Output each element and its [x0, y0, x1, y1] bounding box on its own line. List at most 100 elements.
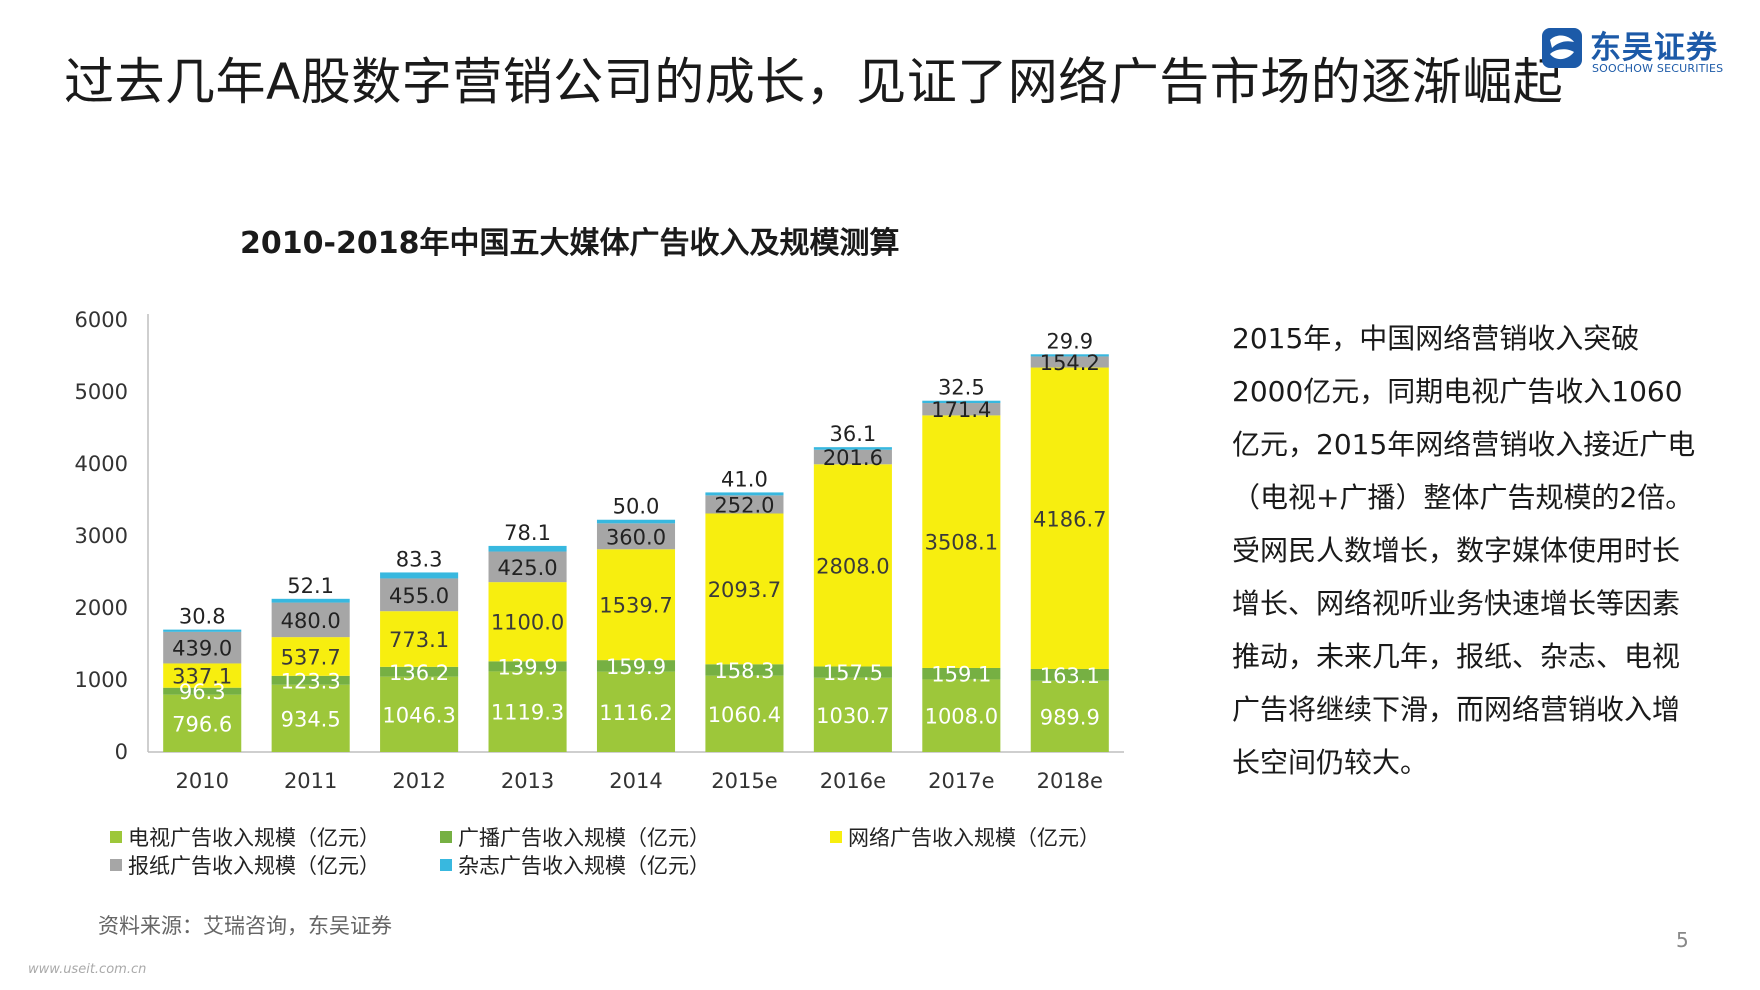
data-label: 32.5: [938, 376, 985, 400]
company-logo: 东吴证券 SOOCHOW SECURITIES: [1540, 22, 1740, 82]
bar-segment: [380, 611, 459, 667]
legend-item: 电视广告收入规模（亿元）: [110, 822, 380, 852]
bar-segment: [380, 666, 459, 677]
data-label: 1046.3: [382, 703, 455, 727]
data-label: 159.1: [931, 663, 991, 687]
bar-segment: [922, 415, 1001, 668]
bar-segment: [705, 492, 784, 496]
bar-segment: [271, 684, 350, 752]
legend-swatch: [440, 859, 452, 871]
bar-segment: [813, 447, 892, 450]
bar-segment: [488, 545, 567, 552]
bar-segment: [163, 694, 242, 752]
data-label: 159.9: [606, 655, 666, 679]
source-note: 资料来源：艾瑞咨询，东吴证券: [98, 914, 392, 938]
legend-item: 报纸广告收入规模（亿元）: [110, 850, 380, 880]
data-label: 201.6: [823, 446, 883, 470]
x-tick-label: 2016e: [820, 769, 886, 793]
data-label: 96.3: [179, 680, 226, 704]
data-label: 537.7: [281, 645, 341, 669]
bar-segment: [271, 598, 350, 603]
y-tick-label: 0: [115, 740, 128, 764]
x-tick-label: 2017e: [928, 769, 994, 793]
legend-item: 网络广告收入规模（亿元）: [830, 822, 1100, 852]
bar-segment: [488, 551, 567, 583]
bar-segment: [271, 637, 350, 676]
bar-segment: [488, 671, 567, 752]
bar-segment: [922, 679, 1001, 752]
logo-subtitle: SOOCHOW SECURITIES: [1592, 62, 1724, 75]
data-label: 1030.7: [816, 704, 889, 728]
data-label: 29.9: [1046, 329, 1093, 353]
logo-name: 东吴证券: [1590, 30, 1718, 66]
bar-segment: [488, 582, 567, 662]
data-label: 171.4: [931, 398, 991, 422]
data-label: 1100.0: [491, 611, 564, 635]
bar-segment: [922, 667, 1001, 680]
x-tick-label: 2010: [175, 769, 228, 793]
bar-segment: [922, 400, 1001, 404]
data-label: 1060.4: [708, 703, 781, 727]
bar-segment: [596, 671, 676, 752]
y-tick-label: 5000: [75, 380, 128, 404]
legend-item: 杂志广告收入规模（亿元）: [440, 850, 710, 880]
data-label: 425.0: [497, 556, 557, 580]
data-label: 4186.7: [1033, 507, 1106, 531]
x-tick-label: 2011: [284, 769, 337, 793]
bar-segment: [1030, 354, 1109, 357]
bar-segment: [1030, 367, 1109, 669]
data-label: 1539.7: [599, 594, 672, 618]
data-label: 139.9: [497, 655, 557, 679]
bar-segment: [705, 675, 784, 752]
data-label: 252.0: [714, 493, 774, 517]
data-label: 154.2: [1040, 351, 1100, 375]
legend-swatch: [830, 831, 842, 843]
legend-swatch: [110, 859, 122, 871]
bar-segment: [163, 631, 242, 664]
x-tick-label: 2012: [392, 769, 445, 793]
data-label: 1119.3: [491, 701, 564, 725]
legend-label: 网络广告收入规模（亿元）: [848, 826, 1100, 850]
x-tick-label: 2018e: [1037, 769, 1103, 793]
data-label: 1008.0: [925, 705, 998, 729]
data-label: 41.0: [721, 467, 768, 491]
bar-segment: [705, 513, 784, 665]
legend-label: 广播广告收入规模（亿元）: [458, 826, 710, 850]
legend-label: 电视广告收入规模（亿元）: [128, 826, 380, 850]
data-label: 337.1: [172, 665, 232, 689]
data-label: 1116.2: [599, 701, 672, 725]
y-tick-label: 2000: [75, 596, 128, 620]
bar-segment: [813, 666, 892, 678]
bar-segment: [380, 578, 459, 612]
bar-segment: [380, 676, 459, 752]
data-label: 136.2: [389, 661, 449, 685]
watermark: www.useit.com.cn: [28, 962, 147, 977]
bar-segment: [596, 660, 676, 672]
x-tick-label: 2014: [609, 769, 662, 793]
bar-segment: [922, 403, 1001, 416]
data-label: 934.5: [281, 707, 341, 731]
bar-segment: [813, 677, 892, 752]
page-number: 5: [1676, 928, 1689, 952]
bar-segment: [1030, 668, 1109, 681]
bar-segment: [488, 661, 567, 672]
legend-swatch: [440, 831, 452, 843]
data-label: 773.1: [389, 628, 449, 652]
bar-segment: [1030, 356, 1109, 368]
scs-logo-icon: [1542, 28, 1582, 68]
side-commentary: 2015年，中国网络营销收入突破2000亿元，同期电视广告收入1060亿元，20…: [1232, 322, 1696, 779]
bar-segment: [163, 687, 242, 695]
data-label: 480.0: [281, 609, 341, 633]
data-label: 989.9: [1040, 705, 1100, 729]
legend-label: 杂志广告收入规模（亿元）: [458, 854, 710, 878]
data-label: 123.3: [281, 669, 341, 693]
data-label: 796.6: [172, 712, 232, 736]
bar-segment: [596, 519, 676, 524]
x-tick-label: 2013: [501, 769, 554, 793]
data-label: 36.1: [830, 422, 877, 446]
y-tick-label: 6000: [75, 308, 128, 332]
data-label: 52.1: [287, 574, 334, 598]
legend-label: 报纸广告收入规模（亿元）: [128, 854, 380, 878]
data-label: 30.8: [179, 605, 226, 629]
